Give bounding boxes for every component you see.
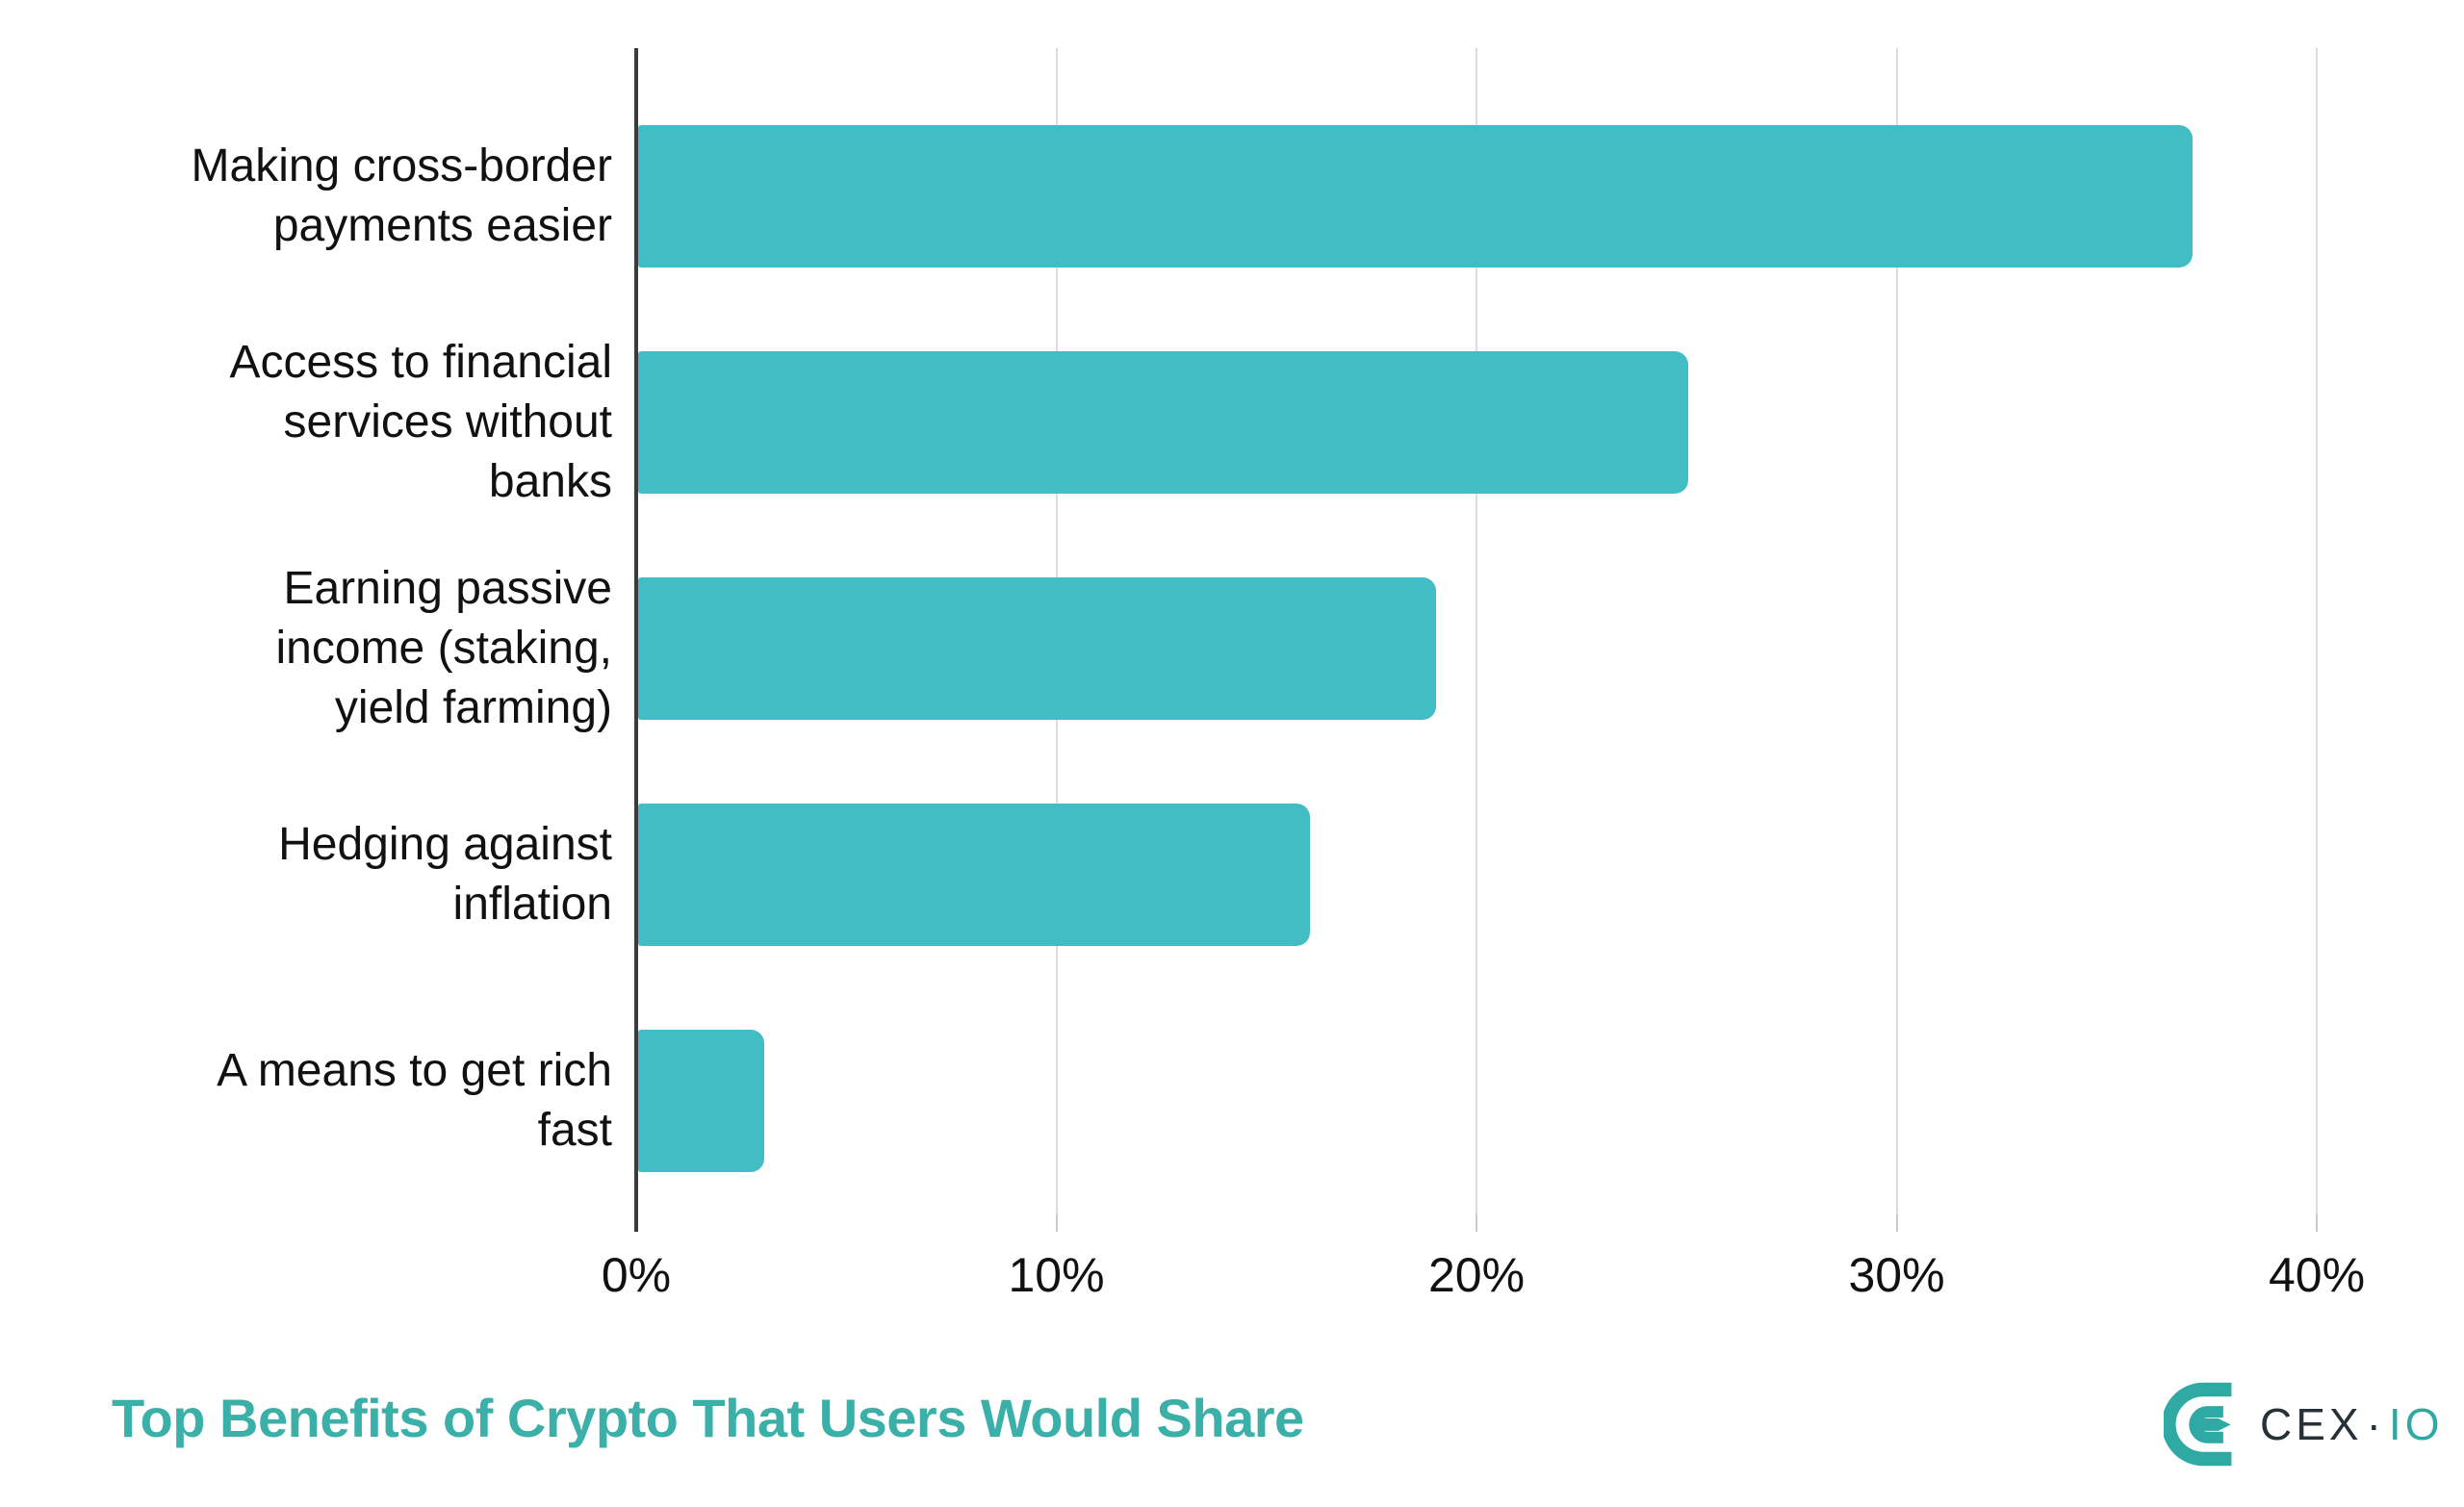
logo-text-io: IO [2388, 1399, 2444, 1449]
x-axis-tick-30 [1895, 1214, 1898, 1232]
logo-dot: · [2366, 1399, 2385, 1449]
x-tick-label-0: 0% [601, 1248, 672, 1302]
bar-3 [638, 804, 1310, 946]
x-axis-tick-20 [1476, 1214, 1477, 1232]
x-axis-tick-40 [2316, 1214, 2318, 1232]
x-tick-label-30: 30% [1848, 1248, 1945, 1302]
x-axis-tick-10 [1055, 1214, 1058, 1232]
y-axis-line [634, 48, 638, 1214]
logo-text-cex: CEX [2260, 1399, 2363, 1449]
bar-4 [638, 1030, 764, 1172]
bar-2 [638, 577, 1436, 720]
chart-title: Top Benefits of Crypto That Users Would … [112, 1388, 1304, 1448]
x-tick-label-40: 40% [2268, 1248, 2366, 1302]
x-tick-label-20: 20% [1427, 1248, 1526, 1302]
gridline-20 [1476, 48, 1477, 1214]
bar-0 [638, 125, 2193, 268]
category-label-4: A means to get rich fast [217, 1045, 612, 1156]
category-label-0: Making cross-border payments easier [191, 140, 612, 251]
x-axis-tick-0 [634, 1214, 638, 1232]
category-label-2: Earning passive income (staking, yield f… [275, 563, 612, 733]
bar-1 [638, 351, 1688, 494]
category-label-3: Hedging against inflation [278, 819, 612, 930]
logo-wordmark: CEX · IO [2260, 1398, 2443, 1450]
cexio-logo-icon [2164, 1378, 2246, 1470]
brand-logo: CEX · IO [2164, 1378, 2443, 1470]
gridline-30 [1895, 48, 1898, 1214]
gridline-40 [2316, 48, 2318, 1214]
category-label-1: Access to financial services without ban… [229, 337, 612, 507]
x-tick-label-10: 10% [1008, 1248, 1105, 1302]
